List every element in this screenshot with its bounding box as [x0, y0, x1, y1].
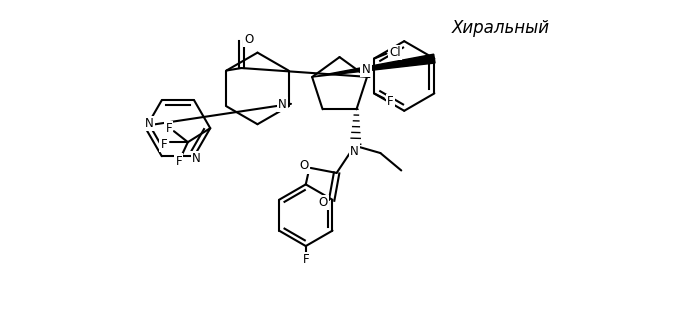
Text: F: F — [303, 253, 309, 266]
Text: F: F — [387, 95, 394, 108]
Polygon shape — [312, 54, 435, 77]
Text: F: F — [166, 122, 172, 135]
Text: Хиральный: Хиральный — [452, 19, 549, 37]
Text: N: N — [278, 98, 287, 111]
Text: F: F — [161, 138, 167, 151]
Text: N: N — [350, 144, 359, 158]
Text: O: O — [319, 196, 328, 209]
Text: N: N — [361, 63, 370, 76]
Text: F: F — [175, 155, 182, 168]
Text: N: N — [192, 152, 201, 165]
Text: Cl: Cl — [389, 46, 401, 59]
Text: O: O — [299, 160, 308, 172]
Text: O: O — [244, 33, 254, 46]
Text: N: N — [145, 117, 154, 130]
